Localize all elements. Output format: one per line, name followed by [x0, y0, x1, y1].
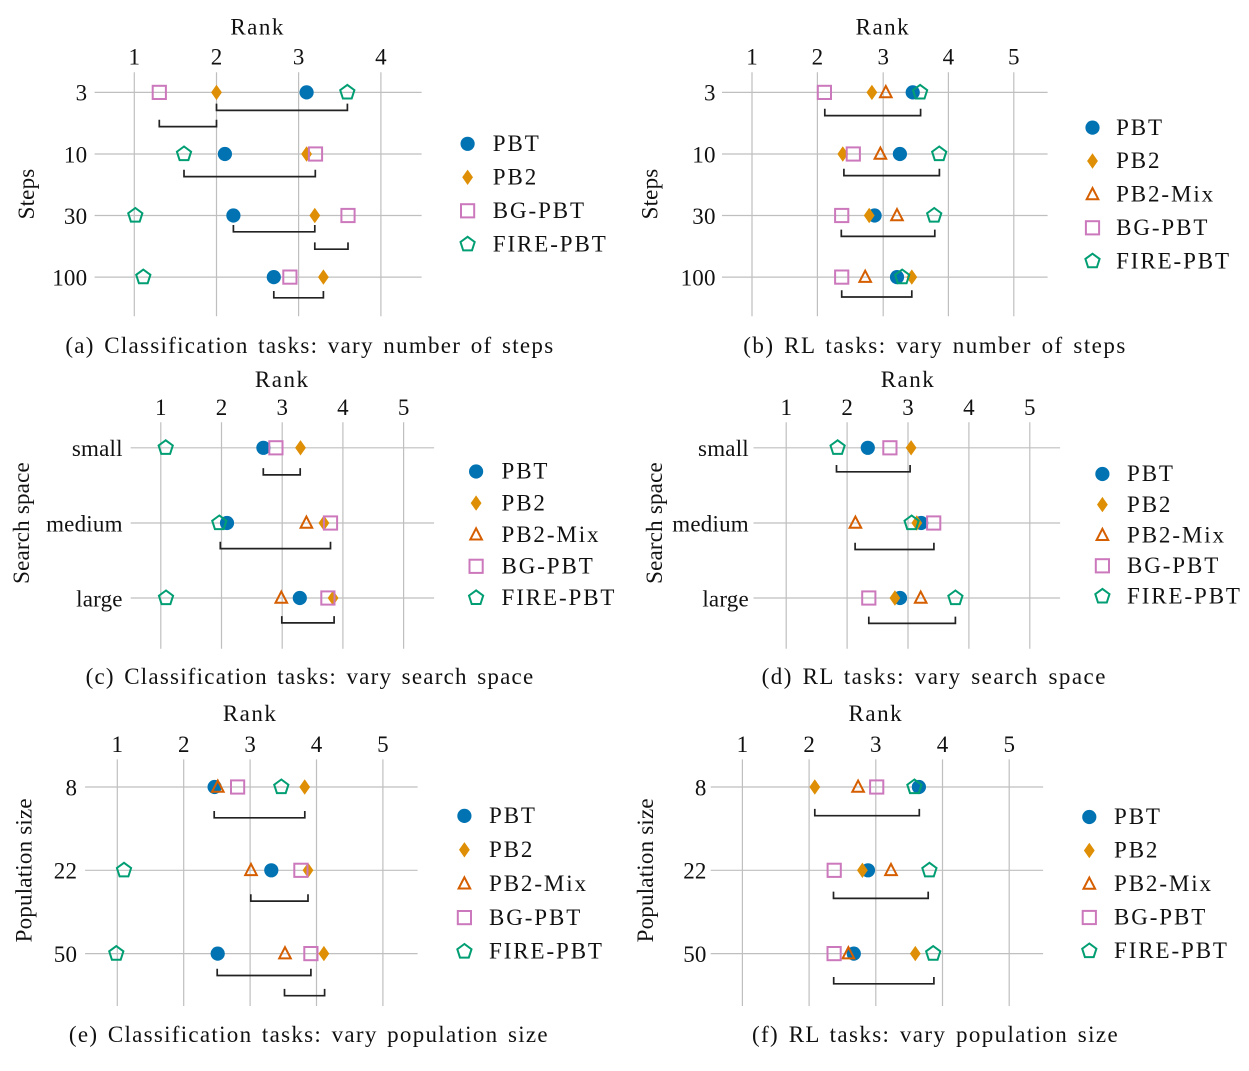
svg-text:5: 5: [1008, 45, 1020, 70]
svg-text:Rank: Rank: [856, 15, 911, 40]
svg-text:3: 3: [76, 81, 88, 106]
svg-text:small: small: [72, 436, 123, 461]
svg-text:Rank: Rank: [223, 701, 278, 726]
svg-text:10: 10: [692, 142, 715, 167]
svg-text:(f) RL tasks: vary population: (f) RL tasks: vary population size: [752, 1022, 1119, 1047]
svg-text:1: 1: [737, 732, 749, 757]
svg-text:1: 1: [746, 45, 758, 70]
svg-text:PBT: PBT: [493, 131, 541, 156]
svg-text:Rank: Rank: [255, 367, 310, 392]
svg-text:PB2: PB2: [1114, 838, 1159, 863]
svg-text:FIRE-PBT: FIRE-PBT: [1116, 248, 1231, 273]
svg-text:Population size: Population size: [11, 798, 36, 942]
svg-text:FIRE-PBT: FIRE-PBT: [1114, 938, 1229, 963]
svg-text:PB2-Mix: PB2-Mix: [502, 522, 601, 547]
svg-text:3: 3: [870, 732, 882, 757]
svg-text:PBT: PBT: [1116, 115, 1164, 140]
svg-text:Rank: Rank: [881, 367, 936, 392]
svg-text:FIRE-PBT: FIRE-PBT: [502, 585, 617, 610]
svg-text:large: large: [702, 586, 749, 611]
svg-text:30: 30: [64, 204, 87, 229]
svg-text:PB2: PB2: [502, 490, 547, 515]
svg-text:3: 3: [293, 45, 305, 70]
svg-text:5: 5: [1024, 395, 1036, 420]
svg-text:PBT: PBT: [489, 803, 537, 828]
svg-text:8: 8: [695, 775, 707, 800]
svg-text:5: 5: [377, 732, 389, 757]
svg-text:FIRE-PBT: FIRE-PBT: [489, 939, 604, 964]
svg-text:2: 2: [841, 395, 853, 420]
svg-text:Rank: Rank: [849, 701, 904, 726]
svg-text:5: 5: [1003, 732, 1015, 757]
svg-text:4: 4: [375, 45, 387, 70]
svg-text:FIRE-PBT: FIRE-PBT: [1127, 584, 1242, 609]
svg-text:PB2: PB2: [1127, 492, 1172, 517]
svg-text:PBT: PBT: [1127, 461, 1175, 486]
svg-text:BG-PBT: BG-PBT: [1116, 215, 1209, 240]
svg-text:50: 50: [683, 942, 706, 967]
svg-text:4: 4: [311, 732, 323, 757]
svg-text:BG-PBT: BG-PBT: [489, 905, 582, 930]
svg-text:medium: medium: [672, 511, 749, 536]
svg-text:medium: medium: [46, 511, 123, 536]
svg-text:3: 3: [877, 45, 889, 70]
svg-text:PB2-Mix: PB2-Mix: [489, 871, 588, 896]
svg-text:(c) Classification tasks: vary: (c) Classification tasks: vary search sp…: [86, 664, 535, 689]
svg-text:PB2: PB2: [489, 837, 534, 862]
svg-text:Population size: Population size: [633, 798, 658, 942]
svg-text:BG-PBT: BG-PBT: [1127, 553, 1220, 578]
svg-text:1: 1: [155, 395, 167, 420]
svg-text:BG-PBT: BG-PBT: [1114, 905, 1207, 930]
svg-text:3: 3: [244, 732, 256, 757]
svg-text:1: 1: [112, 732, 124, 757]
svg-text:PB2-Mix: PB2-Mix: [1127, 522, 1226, 547]
svg-text:(e) Classification tasks: vary: (e) Classification tasks: vary populatio…: [69, 1022, 549, 1047]
svg-text:4: 4: [943, 45, 955, 70]
svg-text:22: 22: [683, 859, 706, 884]
svg-text:PB2: PB2: [1116, 148, 1161, 173]
svg-text:4: 4: [963, 395, 975, 420]
svg-text:10: 10: [64, 142, 87, 167]
svg-text:Search space: Search space: [9, 462, 34, 584]
svg-text:2: 2: [178, 732, 190, 757]
svg-text:22: 22: [54, 859, 77, 884]
svg-text:3: 3: [902, 395, 914, 420]
svg-text:2: 2: [803, 732, 815, 757]
svg-text:2: 2: [812, 45, 824, 70]
svg-text:Rank: Rank: [230, 15, 285, 40]
svg-text:Steps: Steps: [14, 169, 39, 220]
svg-text:8: 8: [65, 775, 77, 800]
svg-text:1: 1: [129, 45, 141, 70]
svg-text:2: 2: [211, 45, 223, 70]
svg-text:large: large: [76, 586, 123, 611]
svg-text:1: 1: [780, 395, 792, 420]
svg-text:4: 4: [337, 395, 349, 420]
svg-text:100: 100: [52, 265, 87, 290]
svg-text:3: 3: [276, 395, 288, 420]
svg-text:small: small: [698, 436, 749, 461]
svg-text:Search space: Search space: [642, 462, 667, 584]
svg-text:100: 100: [681, 265, 716, 290]
svg-text:FIRE-PBT: FIRE-PBT: [493, 232, 608, 257]
svg-text:Steps: Steps: [638, 169, 663, 220]
svg-text:(b) RL tasks: vary number of s: (b) RL tasks: vary number of steps: [743, 333, 1127, 358]
svg-text:(d) RL tasks: vary search spac: (d) RL tasks: vary search space: [762, 664, 1107, 689]
svg-text:PB2-Mix: PB2-Mix: [1116, 182, 1215, 207]
svg-text:30: 30: [692, 204, 715, 229]
svg-text:BG-PBT: BG-PBT: [502, 554, 595, 579]
svg-text:4: 4: [937, 732, 949, 757]
svg-text:3: 3: [704, 81, 716, 106]
svg-text:PB2-Mix: PB2-Mix: [1114, 871, 1213, 896]
svg-text:(a) Classification tasks: vary: (a) Classification tasks: vary number of…: [65, 333, 554, 358]
svg-text:BG-PBT: BG-PBT: [493, 198, 586, 223]
svg-text:PBT: PBT: [1114, 804, 1162, 829]
svg-text:PBT: PBT: [502, 459, 550, 484]
svg-text:5: 5: [398, 395, 410, 420]
svg-text:2: 2: [216, 395, 228, 420]
svg-text:PB2: PB2: [493, 165, 538, 190]
svg-text:50: 50: [54, 942, 77, 967]
